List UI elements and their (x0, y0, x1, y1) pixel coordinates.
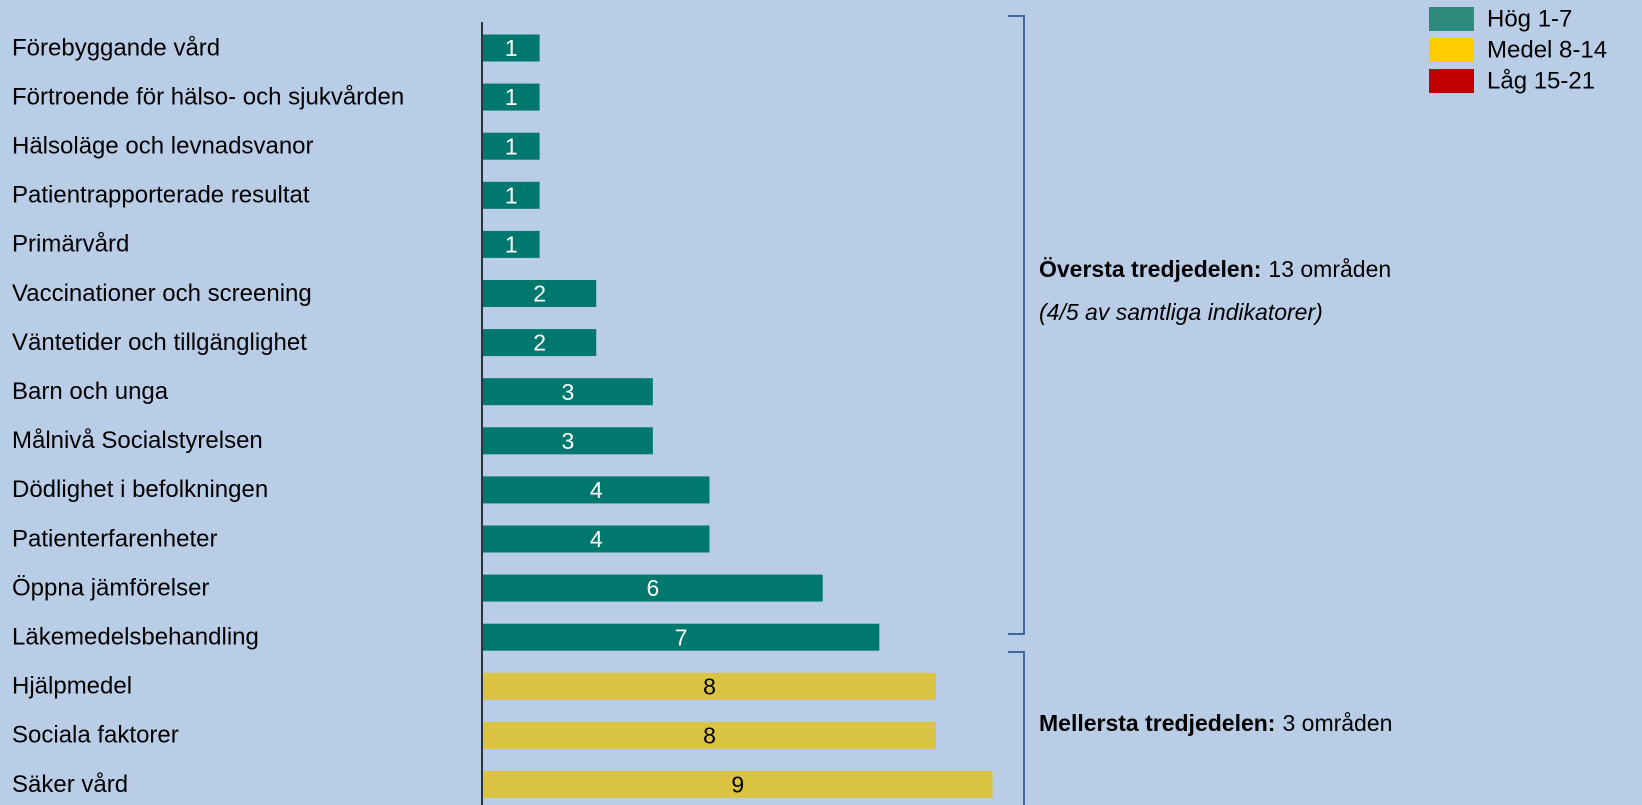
bar (483, 280, 597, 307)
bracket (1008, 651, 1025, 805)
annotation-text: 3 områden (1282, 710, 1392, 736)
value-label: 8 (703, 722, 716, 748)
category-label: Förtroende för hälso- och sjukvården (12, 83, 404, 110)
legend-label: Hög 1-7 (1487, 5, 1572, 32)
annotation-note: (4/5 av samtliga indikatorer) (1039, 299, 1323, 325)
value-label: 4 (590, 477, 603, 503)
bar (483, 83, 540, 111)
category-label: Hjälpmedel (12, 673, 132, 700)
legend-label: Låg 15-21 (1487, 67, 1595, 94)
bar (483, 476, 710, 504)
legend-swatch (1429, 69, 1474, 93)
value-label: 2 (533, 281, 546, 307)
bar (483, 771, 993, 798)
category-label: Patienterfarenheter (12, 525, 217, 552)
value-label: 1 (505, 182, 518, 208)
value-label: 1 (505, 84, 518, 110)
value-label: 1 (505, 35, 518, 61)
value-label: 1 (505, 231, 518, 257)
value-label: 7 (675, 624, 688, 650)
legend-label: Medel 8-14 (1487, 36, 1607, 63)
bar (483, 230, 540, 258)
value-label: 4 (590, 526, 603, 552)
bar (483, 672, 936, 700)
bar (483, 427, 653, 455)
annotation: Mellersta tredjedelen: 3 områden (1039, 710, 1392, 736)
category-label: Förebyggande vård (12, 34, 220, 61)
category-label: Barn och unga (12, 378, 169, 405)
bar (483, 34, 540, 62)
annotation: Översta tredjedelen: 13 områden (1039, 256, 1391, 282)
category-label: Målnivå Socialstyrelsen (12, 427, 263, 454)
category-label: Primärvård (12, 231, 129, 258)
legend-swatch (1429, 38, 1474, 62)
bar (483, 132, 540, 160)
legend-swatch (1429, 7, 1474, 31)
value-label: 6 (646, 575, 659, 601)
bar (483, 181, 540, 209)
bracket (1008, 15, 1025, 635)
category-label: Hälsoläge och levnadsvanor (12, 133, 314, 160)
category-label: Dödlighet i befolkningen (12, 476, 268, 503)
category-label: Väntetider och tillgänglighet (12, 329, 307, 356)
value-label: 3 (562, 379, 575, 405)
value-label: 8 (703, 673, 716, 699)
category-label: Vaccinationer och screening (12, 280, 312, 307)
value-label: 2 (533, 330, 546, 356)
bar (483, 525, 710, 553)
value-label: 1 (505, 133, 518, 159)
bar (483, 378, 653, 406)
annotation-bold: Översta tredjedelen: (1039, 256, 1261, 282)
value-label: 9 (731, 772, 744, 798)
category-label: Säker vård (12, 771, 128, 798)
value-label: 3 (562, 428, 575, 454)
bar (483, 574, 823, 602)
category-label: Patientrapporterade resultat (12, 182, 310, 209)
category-label: Läkemedelsbehandling (12, 624, 259, 651)
bar (483, 721, 936, 749)
bar (483, 623, 880, 651)
bar (483, 329, 597, 357)
category-label: Öppna jämförelser (12, 574, 209, 601)
annotation-text: 13 områden (1268, 256, 1391, 282)
annotation-bold: Mellersta tredjedelen: (1039, 710, 1275, 736)
category-label: Sociala faktorer (12, 722, 179, 749)
